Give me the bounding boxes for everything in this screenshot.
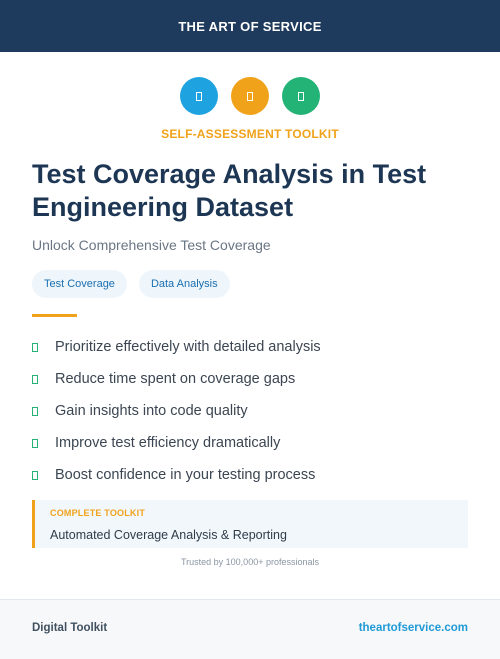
feature-item: Gain insights into code quality: [32, 395, 321, 427]
check-icon: [32, 406, 38, 416]
footer-label: Digital Toolkit: [32, 622, 108, 634]
footer-website-link[interactable]: theartofservice.com: [358, 622, 468, 634]
feature-text: Boost confidence in your testing process: [55, 467, 316, 483]
feature-item: Improve test efficiency dramatically: [32, 427, 321, 459]
orange-badge-glyph-icon: [247, 91, 253, 101]
callout-text: Automated Coverage Analysis & Reporting: [50, 528, 287, 542]
check-icon: [32, 342, 38, 352]
tag-list: Test Coverage Data Analysis: [32, 270, 230, 298]
check-icon: [32, 438, 38, 448]
callout-label: COMPLETE TOOLKIT: [50, 508, 146, 518]
tag-test-coverage: Test Coverage: [32, 270, 127, 298]
feature-item: Prioritize effectively with detailed ana…: [32, 331, 321, 363]
feature-text: Reduce time spent on coverage gaps: [55, 371, 296, 387]
blue-badge-icon: [180, 77, 218, 115]
feature-text: Prioritize effectively with detailed ana…: [55, 339, 321, 355]
trusted-text: Trusted by 100,000+ professionals: [180, 557, 319, 567]
green-badge-glyph-icon: [298, 91, 304, 101]
tag-data-analysis: Data Analysis: [138, 270, 230, 298]
orange-badge-icon: [231, 77, 269, 115]
feature-text: Improve test efficiency dramatically: [55, 435, 281, 451]
feature-list: Prioritize effectively with detailed ana…: [32, 331, 321, 491]
page-title: Test Coverage Analysis in Test Engineeri…: [32, 159, 427, 222]
eyebrow-label: SELF-ASSESSMENT TOOLKIT: [161, 127, 339, 141]
check-icon: [32, 470, 38, 480]
feature-item: Boost confidence in your testing process: [32, 459, 321, 491]
header-title: THE ART OF SERVICE: [178, 18, 322, 34]
blue-badge-glyph-icon: [196, 91, 202, 101]
feature-text: Gain insights into code quality: [55, 403, 248, 419]
toolkit-callout: COMPLETE TOOLKIT Automated Coverage Anal…: [32, 500, 468, 548]
feature-item: Reduce time spent on coverage gaps: [32, 363, 321, 395]
green-badge-icon: [282, 77, 320, 115]
header-bar: THE ART OF SERVICE: [0, 0, 500, 52]
subtitle: Unlock Comprehensive Test Coverage: [32, 237, 271, 253]
accent-divider: [32, 314, 77, 317]
icon-row: [0, 77, 500, 115]
footer: Digital Toolkit theartofservice.com: [0, 599, 500, 659]
check-icon: [32, 374, 38, 384]
